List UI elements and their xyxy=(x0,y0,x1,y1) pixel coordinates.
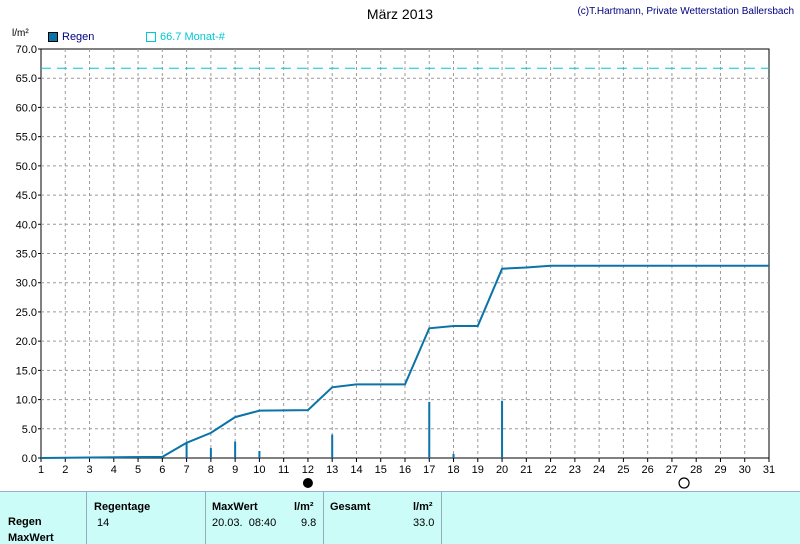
y-tick-label: 20.0 xyxy=(16,336,37,348)
x-tick-label: 24 xyxy=(593,464,605,476)
x-tick-label: 29 xyxy=(714,464,726,476)
x-tick-label: 27 xyxy=(666,464,678,476)
y-tick-label: 5.0 xyxy=(22,424,37,436)
y-tick-label: 70.0 xyxy=(16,44,37,56)
legend-regen-swatch xyxy=(48,32,58,42)
y-tick-label: 0.0 xyxy=(22,453,37,465)
panel-divider xyxy=(86,492,87,544)
gesamt-value: 33.0 xyxy=(413,517,435,529)
x-tick-label: 3 xyxy=(86,464,92,476)
y-tick-label: 30.0 xyxy=(16,278,37,290)
x-tick-label: 9 xyxy=(232,464,238,476)
x-tick-label: 14 xyxy=(350,464,362,476)
x-tick-label: 20 xyxy=(496,464,508,476)
y-tick-label: 15.0 xyxy=(16,365,37,377)
rain-bar xyxy=(234,441,237,458)
x-tick-label: 19 xyxy=(472,464,484,476)
new-moon-icon xyxy=(302,478,313,488)
cumulative-rain-line xyxy=(40,264,769,459)
y-axis-unit: l/m² xyxy=(12,28,29,39)
regentage-value: 14 xyxy=(97,517,110,529)
x-tick-label: 13 xyxy=(326,464,338,476)
x-tick-label: 25 xyxy=(617,464,629,476)
y-tick-label: 10.0 xyxy=(16,395,37,407)
x-tick-label: 23 xyxy=(569,464,581,476)
row-label-regen: Regen xyxy=(8,516,42,528)
x-tick-label: 21 xyxy=(520,464,532,476)
x-tick-label: 26 xyxy=(642,464,654,476)
y-tick-label: 50.0 xyxy=(16,161,37,173)
legend-average-label: 66.7 Monat-# xyxy=(160,31,225,43)
maxwert-header: MaxWert xyxy=(212,501,258,513)
regentage-header: Regentage xyxy=(94,501,151,513)
x-tick-label: 2 xyxy=(62,464,68,476)
x-tick-label: 15 xyxy=(375,464,387,476)
y-tick-label: 65.0 xyxy=(16,73,37,85)
rain-bar xyxy=(209,448,212,458)
panel-divider xyxy=(323,492,324,544)
x-tick-label: 12 xyxy=(302,464,314,476)
x-tick-label: 10 xyxy=(253,464,265,476)
rain-bar xyxy=(428,401,431,458)
rain-bar xyxy=(258,450,261,458)
maxwert-unit: l/m² xyxy=(294,501,314,513)
maxwert-value: 9.8 xyxy=(301,517,317,529)
legend-regen-label: Regen xyxy=(62,31,95,43)
y-tick-label: 25.0 xyxy=(16,307,37,319)
full-moon-icon xyxy=(678,477,690,489)
x-tick-label: 1 xyxy=(38,464,44,476)
x-tick-label: 6 xyxy=(159,464,165,476)
y-tick-label: 40.0 xyxy=(16,219,37,231)
x-tick-label: 8 xyxy=(208,464,214,476)
panel-divider xyxy=(441,492,442,544)
x-tick-label: 5 xyxy=(135,464,141,476)
x-tick-label: 17 xyxy=(423,464,435,476)
chart-title: März 2013 xyxy=(366,6,434,22)
y-tick-label: 35.0 xyxy=(16,249,37,261)
x-tick-label: 30 xyxy=(739,464,751,476)
rain-bar xyxy=(501,400,504,458)
y-tick-label: 55.0 xyxy=(16,132,37,144)
row-label-maxwert: MaxWert xyxy=(8,532,54,544)
panel-divider xyxy=(205,492,206,544)
x-tick-label: 7 xyxy=(184,464,190,476)
x-tick-label: 22 xyxy=(544,464,556,476)
rain-bar xyxy=(331,434,334,458)
x-tick-label: 28 xyxy=(690,464,702,476)
copyright-note: (c)T.Hartmann, Private Wetterstation Bal… xyxy=(577,6,794,17)
x-tick-label: 18 xyxy=(447,464,459,476)
legend-average-swatch xyxy=(146,32,156,42)
rain-bar xyxy=(185,443,188,458)
rain-chart: 0.0 5.0 10.0 15.0 20.0 25.0 30.0 35.0 40.0 45.0 50… xyxy=(16,44,775,489)
gesamt-unit: l/m² xyxy=(413,501,433,513)
x-tick-label: 31 xyxy=(763,464,775,476)
y-tick-label: 45.0 xyxy=(16,190,37,202)
gesamt-header: Gesamt xyxy=(330,501,371,513)
legend-regen: Regen xyxy=(48,30,94,44)
x-tick-label: 4 xyxy=(111,464,117,476)
legend-average: 66.7 Monat-# xyxy=(146,30,225,44)
maxwert-date: 20.03. 08:40 xyxy=(212,517,277,529)
x-tick-label: 11 xyxy=(278,464,289,476)
summary-panel: Regen MaxWert Regentage 14 MaxWert l/m² … xyxy=(0,491,800,544)
rain-bar xyxy=(452,453,455,458)
x-tick-label: 16 xyxy=(399,464,411,476)
y-tick-label: 60.0 xyxy=(16,102,37,114)
